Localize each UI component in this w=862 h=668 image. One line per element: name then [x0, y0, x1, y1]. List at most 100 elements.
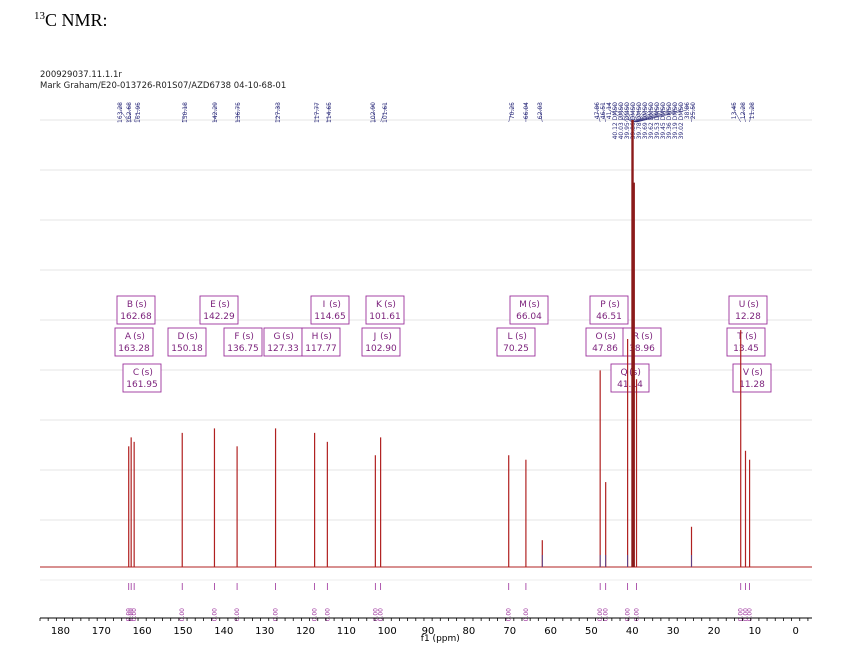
- peak-label-connector: [633, 109, 646, 123]
- peak-label-text: 40.12 DMSO: [612, 102, 619, 140]
- multiplet-box-frame: [509, 295, 549, 325]
- multiplet-letter: M: [519, 300, 527, 310]
- integral-mark: 0.00: [128, 583, 135, 621]
- info-line-2: Mark Graham/E20-013726-R01S07/AZD6738 04…: [40, 81, 286, 91]
- multiplet-ppm: 101.61: [369, 312, 401, 322]
- x-tick-label: 160: [133, 626, 152, 637]
- x-tick-label: 20: [708, 626, 721, 637]
- peak-label-text: 66.04: [523, 102, 530, 119]
- peak-label: 39.02 DMSO: [678, 102, 685, 140]
- multiplet-letter: V: [743, 368, 750, 378]
- multiplet-box-frame: [622, 327, 662, 357]
- peak-label-connector: [634, 109, 664, 123]
- peak-label-groups: 163.28162.68161.95150.18142.29136.75127.…: [117, 102, 756, 140]
- integral-mark: 0.00: [523, 583, 530, 621]
- multiplet-box-c: C (s) 161.95: [122, 363, 162, 393]
- multiplet-box-frame: [223, 327, 263, 357]
- integral-value: 0.00: [372, 608, 379, 622]
- peak-label: 136.75: [235, 102, 242, 123]
- multiplet-box-p: P (s) 46.51: [589, 295, 629, 325]
- multiplet-box-frame: [114, 327, 154, 357]
- peak-label-connector: [608, 109, 628, 123]
- multiplet-type: (s): [380, 332, 392, 342]
- multiplet-box-d: D (s) 150.18: [167, 327, 207, 357]
- peak-label-connector: [614, 109, 632, 123]
- peak-label-connector: [596, 109, 601, 123]
- multiplet-ppm: 117.77: [305, 344, 337, 354]
- multiplet-ppm: 70.25: [503, 344, 529, 354]
- integral-mark: 0.00: [211, 583, 218, 621]
- peak-label-connector: [236, 109, 239, 123]
- peak-label-text: 142.29: [212, 102, 219, 123]
- multiplet-box-o: O (s) 47.86: [585, 327, 625, 357]
- peak-label-connector: [119, 109, 129, 123]
- peak-label-text: 39.62 DMSO: [648, 102, 655, 140]
- peak-label-text: 70.25: [509, 102, 516, 119]
- peak-label: 39.69 DMSO: [642, 102, 649, 140]
- multiplet-box-v: V (s) 11.28: [732, 363, 772, 393]
- multiplet-letter: T: [736, 332, 743, 342]
- x-tick-label: 110: [337, 626, 356, 637]
- multiplet-box-e: E (s) 142.29: [199, 295, 239, 325]
- multiplet-ppm: 47.86: [592, 344, 618, 354]
- integral-mark: 0.00: [506, 583, 513, 621]
- multiplet-ppm: 41.14: [617, 380, 643, 390]
- peak-label-connector: [636, 109, 688, 123]
- multiplet-type: (s): [320, 332, 332, 342]
- multiplet-ppm: 11.28: [739, 380, 765, 390]
- peak-label-text: 163.28: [117, 102, 124, 123]
- x-axis-label: f1 (ppm): [421, 634, 460, 644]
- peak-label: 101.61: [382, 102, 389, 123]
- peak-label: 39.53 DMSO: [654, 102, 661, 140]
- multiplet-letter: L: [507, 332, 512, 342]
- multiplet-box-frame: [728, 295, 768, 325]
- peak-label-text: 101.61: [382, 102, 389, 123]
- integral-value: 0.00: [128, 608, 135, 622]
- heading-isotope: 13: [34, 10, 45, 22]
- integral-value: 0.00: [747, 608, 754, 622]
- peak-label: 62.03: [537, 102, 544, 119]
- peak-label-connector: [508, 109, 513, 123]
- peak-label-text: 150.18: [182, 102, 189, 123]
- multiplet-box-frame: [589, 295, 629, 325]
- x-tick-label: 130: [255, 626, 274, 637]
- peak-label-text: 114.65: [326, 102, 333, 123]
- integral-value: 0.00: [131, 608, 138, 622]
- gridlines: [40, 119, 812, 521]
- multiplet-letter: F: [234, 332, 239, 342]
- multiplet-box-f: F (s) 136.75: [223, 327, 263, 357]
- integral-mark: 0.00: [747, 583, 754, 621]
- peak-label-connector: [633, 109, 652, 123]
- peak-label: 11.28: [749, 102, 756, 119]
- peak-label-text: 39.69 DMSO: [642, 102, 649, 140]
- peak-label-connector: [128, 109, 132, 123]
- integral-value: 0.00: [506, 608, 513, 622]
- multiplet-box-frame: [301, 327, 341, 357]
- peak-label-text: 38.86: [684, 102, 691, 119]
- integral-value: 0.00: [378, 608, 385, 622]
- peak-label: 12.28: [740, 102, 747, 119]
- multiplet-type: (s): [282, 332, 294, 342]
- peak-label-text: 12.28: [740, 102, 747, 119]
- integral-value: 0.00: [743, 608, 750, 622]
- integral-value: 0.00: [312, 608, 319, 622]
- multiplet-type: (s): [528, 300, 540, 310]
- integral-value: 0.00: [324, 608, 331, 622]
- multiplet-letter: K: [376, 300, 383, 310]
- peak-label: 25.50: [690, 102, 697, 119]
- integral-mark: 0.00: [324, 583, 331, 621]
- multiplet-type: (s): [751, 368, 763, 378]
- multiplet-box-j: J (s) 102.90: [361, 327, 401, 357]
- integral-value: 0.00: [603, 608, 610, 622]
- x-tick-label: 170: [92, 626, 111, 637]
- multiplet-box-i: I (s) 114.65: [310, 295, 350, 325]
- multiplet-ppm: 150.18: [171, 344, 203, 354]
- multiplet-type: (s): [641, 332, 653, 342]
- peak-label-connector: [380, 109, 386, 123]
- peak-label-text: 62.03: [537, 102, 544, 119]
- integral-mark: 0.00: [372, 583, 379, 621]
- integral-mark: 0.00: [378, 583, 385, 621]
- integral-mark: 0.00: [234, 583, 241, 621]
- peak-label: 46.51: [600, 102, 607, 119]
